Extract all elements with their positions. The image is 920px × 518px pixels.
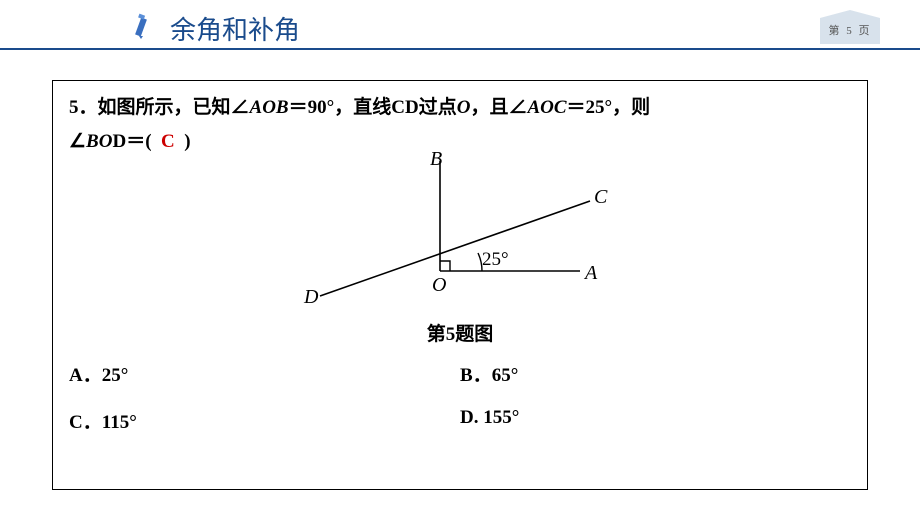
option-B: B．65°	[460, 360, 851, 387]
option-A: A．25°	[69, 360, 460, 387]
angle-value: 25°	[482, 249, 509, 270]
diagram-caption: 第5题图	[69, 319, 851, 346]
slide-header: 余角和补角 第 5 页	[0, 0, 920, 50]
question-text: 5．如图所示，已知∠AOB＝90°，直线CD过点O，且∠AOC＝25°，则 ∠B…	[69, 91, 851, 159]
label-B: B	[430, 151, 442, 170]
label-O: O	[432, 274, 446, 296]
diagram-container: A B C D O 25° 第5题图	[69, 151, 851, 346]
option-C: C．115°	[69, 407, 460, 434]
pencil-icon	[135, 12, 163, 45]
page-title: 余角和补角	[170, 10, 300, 47]
option-D: D. 155°	[460, 407, 851, 434]
options-grid: A．25° B．65° C．115° D. 155°	[69, 360, 851, 434]
label-D: D	[303, 286, 319, 308]
page-number-badge: 第 5 页	[820, 18, 880, 44]
geometry-diagram: A B C D O 25°	[300, 151, 620, 316]
question-box: 5．如图所示，已知∠AOB＝90°，直线CD过点O，且∠AOC＝25°，则 ∠B…	[52, 80, 868, 490]
label-A: A	[583, 262, 598, 284]
question-number: 5	[69, 97, 79, 118]
label-C: C	[594, 186, 608, 208]
answer-highlight: C	[161, 131, 175, 152]
